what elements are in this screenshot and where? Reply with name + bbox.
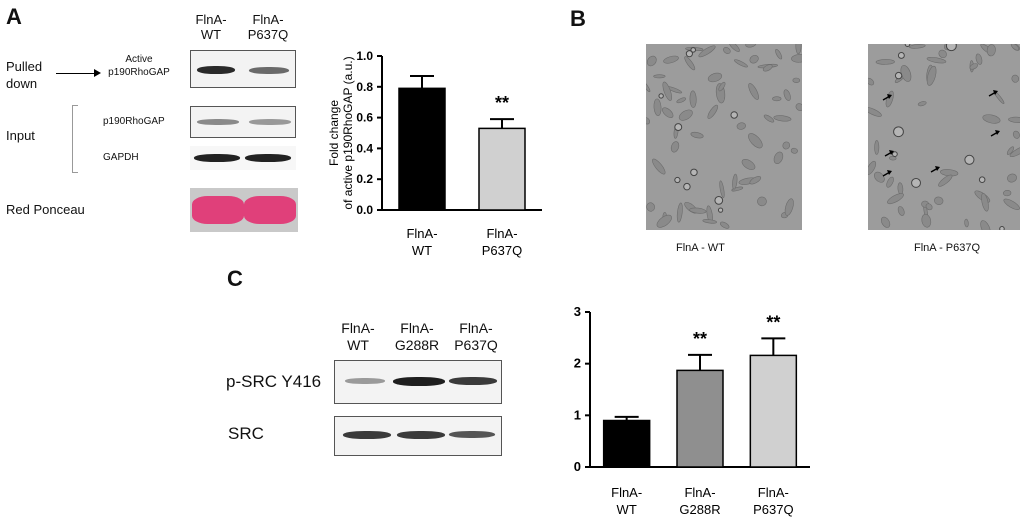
micrograph-wt xyxy=(646,44,802,230)
bar xyxy=(398,87,446,211)
row-label-input: Input xyxy=(6,128,35,143)
y-tick-label: 0.8 xyxy=(356,80,373,94)
input-bracket xyxy=(72,105,78,173)
blot-red-ponceau xyxy=(190,188,298,232)
arrow-marker xyxy=(889,150,894,155)
y-tick-label: 1 xyxy=(574,407,581,422)
c-lane-label-g288r: FlnA- G288R xyxy=(394,320,440,353)
x-tick-label: WT xyxy=(412,243,432,258)
row-label-p190: p190RhoGAP xyxy=(103,116,165,127)
y-tick-label: 0.6 xyxy=(356,111,373,125)
x-tick-label: P637Q xyxy=(753,502,793,517)
c-lane-label-wt: FlnA- WT xyxy=(341,320,375,353)
lane-label-wt: FlnA- WT xyxy=(195,12,227,42)
blot-active-p190 xyxy=(190,50,296,88)
significance-label: ** xyxy=(693,329,707,349)
row-label-active-p190: Active p190RhoGAP xyxy=(108,54,170,78)
arrow-marker xyxy=(995,130,1000,135)
panel-label-a: A xyxy=(6,4,22,29)
arrow-marker xyxy=(935,166,940,171)
chart-c: 0 1 2 3 FlnA- WT ** FlnA- G288R ** FlnA- P637Q xyxy=(574,304,810,517)
row-label-red-ponceau: Red Ponceau xyxy=(6,202,85,217)
bar xyxy=(478,127,526,211)
row-label-src: SRC xyxy=(228,424,264,443)
y-axis-label: Fold change xyxy=(327,100,341,166)
significance-label: ** xyxy=(495,93,509,113)
caption-wt: FlnA - WT xyxy=(676,242,725,254)
x-tick-label: FlnA- xyxy=(486,226,517,241)
bar xyxy=(602,419,651,468)
row-label-gapdh: GAPDH xyxy=(103,152,139,163)
micrograph-p637q xyxy=(868,44,1020,230)
chart-a: 0.0 0.2 0.4 0.6 0.8 1.0 FlnA- WT ** FlnA- P637Q Fol… xyxy=(327,49,542,258)
panel-label-b: B xyxy=(570,6,586,31)
c-lane-label-p637q: FlnA- P637Q xyxy=(454,320,498,353)
blot-p190-input xyxy=(190,106,296,138)
x-tick-label: WT xyxy=(617,502,637,517)
blot-src xyxy=(334,416,502,456)
x-tick-label: FlnA- xyxy=(611,485,642,500)
x-tick-label: P637Q xyxy=(482,243,522,258)
x-tick-label: G288R xyxy=(679,502,720,517)
row-label-pulled-down: Pulled down xyxy=(6,59,43,91)
x-tick-label: FlnA- xyxy=(684,485,715,500)
y-tick-label: 3 xyxy=(574,304,581,319)
x-tick-label: FlnA- xyxy=(758,485,789,500)
lane-label-p637q: FlnA- P637Q xyxy=(247,12,289,42)
y-axis-label: of active p190RhoGAP (a.u.) xyxy=(341,56,355,209)
y-tick-label: 0.4 xyxy=(356,141,373,155)
y-tick-label: 0 xyxy=(574,459,581,474)
bar xyxy=(749,354,798,468)
y-tick-label: 2 xyxy=(574,356,581,371)
pulled-down-arrow-line xyxy=(56,73,96,74)
bar xyxy=(676,369,724,468)
arrow-marker xyxy=(887,170,892,175)
pulled-down-arrow-icon xyxy=(94,69,101,77)
arrow-marker xyxy=(887,94,892,99)
y-tick-label: 1.0 xyxy=(356,49,373,63)
blot-gapdh xyxy=(190,146,296,170)
row-label-psrc: p-SRC Y416 xyxy=(226,372,322,391)
caption-p637q: FlnA - P637Q xyxy=(914,242,981,254)
y-tick-label: 0.2 xyxy=(356,172,373,186)
significance-label: ** xyxy=(766,312,780,332)
arrow-marker xyxy=(993,90,998,95)
panel-label-c: C xyxy=(227,266,243,291)
x-tick-label: FlnA- xyxy=(406,226,437,241)
blot-psrc xyxy=(334,360,502,404)
y-tick-label: 0.0 xyxy=(356,203,373,217)
